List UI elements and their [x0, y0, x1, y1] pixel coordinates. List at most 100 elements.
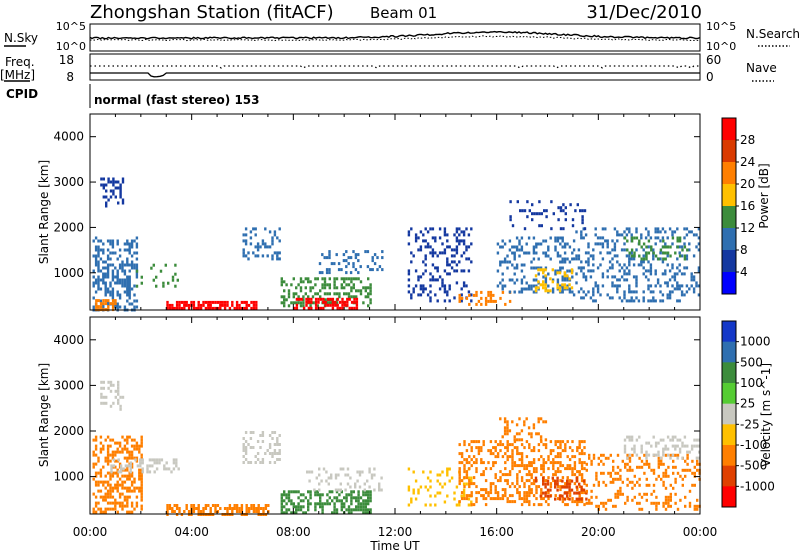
heatmap-cell	[254, 455, 257, 458]
heatmap-cell	[499, 263, 502, 267]
heatmap-cell	[407, 284, 411, 288]
heatmap-cell	[532, 248, 536, 252]
heatmap-cell	[355, 297, 359, 301]
heatmap-cell	[245, 507, 248, 510]
heatmap-cell	[566, 286, 569, 290]
heatmap-cell	[542, 470, 545, 474]
heatmap-cell	[659, 438, 663, 442]
heatmap-cell	[482, 470, 485, 474]
heatmap-cell	[254, 227, 257, 231]
heatmap-cell	[601, 272, 605, 276]
heatmap-cell	[606, 245, 609, 249]
heatmap-cell	[121, 447, 124, 451]
heatmap-cell	[244, 233, 248, 237]
heatmap-cell	[647, 260, 650, 264]
heatmap-cell	[655, 507, 658, 511]
heatmap-cell	[547, 245, 550, 249]
heatmap-cell	[686, 450, 689, 454]
heatmap-cell	[640, 447, 643, 451]
heatmap-cell	[533, 212, 536, 216]
heatmap-cell	[335, 508, 339, 512]
heatmap-cell	[118, 263, 122, 267]
heatmap-cell	[309, 286, 312, 290]
heatmap-cell	[116, 447, 119, 451]
heatmap-cell	[97, 263, 100, 267]
heatmap-cell	[678, 269, 681, 273]
heatmap-cell	[616, 495, 620, 499]
heatmap-cell	[590, 489, 593, 493]
heatmap-cell	[506, 429, 509, 433]
heatmap-cell	[660, 462, 663, 466]
heatmap-cell	[319, 295, 322, 299]
heatmap-cell	[458, 482, 461, 486]
heatmap-cell	[465, 497, 469, 501]
heatmap-cell	[133, 489, 136, 493]
heatmap-cell	[381, 250, 384, 254]
heatmap-cell	[532, 446, 536, 450]
heatmap-cell	[338, 295, 341, 299]
heatmap-cell	[118, 266, 122, 270]
heatmap-cell	[458, 299, 461, 303]
heatmap-cell	[310, 297, 313, 301]
heatmap-cell	[363, 482, 366, 486]
heatmap-cell	[559, 488, 562, 492]
heatmap-cell	[318, 271, 322, 275]
heatmap-cell	[556, 236, 560, 240]
freq-trace	[90, 72, 700, 78]
heatmap-cell	[207, 504, 210, 507]
heatmap-cell	[623, 290, 626, 294]
heatmap-cell	[628, 251, 631, 255]
heatmap-cell	[104, 287, 107, 291]
heatmap-cell	[273, 233, 277, 237]
heatmap-cell	[109, 281, 112, 285]
heatmap-cell	[674, 444, 677, 448]
heatmap-cell	[630, 251, 633, 255]
heatmap-cell	[480, 461, 483, 465]
heatmap-cell	[661, 236, 665, 240]
heatmap-cell	[109, 492, 112, 496]
heatmap-cell	[141, 470, 144, 474]
heatmap-cell	[489, 299, 493, 303]
heatmap-cell	[695, 438, 699, 442]
heatmap-cell	[568, 497, 571, 501]
nsearch-trace	[89, 35, 701, 42]
heatmap-cell	[97, 305, 100, 309]
heatmap-cell	[562, 227, 565, 231]
heatmap-cell	[345, 277, 348, 281]
heatmap-cell	[109, 239, 112, 243]
heatmap-cell	[513, 435, 516, 439]
heatmap-cell	[262, 510, 265, 513]
heatmap-cell	[126, 438, 129, 442]
heatmap-cell	[535, 497, 538, 501]
heatmap-cell	[695, 284, 698, 288]
heatmap-cell	[489, 290, 493, 294]
heatmap-cell	[367, 292, 370, 296]
heatmap-cell	[443, 227, 447, 231]
heatmap-cell	[347, 508, 351, 512]
heatmap-cell	[511, 500, 514, 504]
heatmap-cell	[523, 500, 526, 504]
heatmap-cell	[561, 500, 565, 504]
heatmap-cell	[554, 482, 557, 486]
heatmap-cell	[292, 301, 295, 305]
heatmap-cell	[109, 251, 112, 255]
heatmap-cell	[580, 485, 583, 489]
heatmap-cell	[106, 483, 110, 487]
heatmap-cell	[564, 206, 567, 210]
heatmap-cell	[480, 488, 483, 492]
heatmap-cell	[609, 480, 612, 484]
heatmap-cell	[460, 494, 463, 498]
heatmap-cell	[535, 467, 538, 471]
heatmap-cell	[292, 502, 295, 506]
heatmap-cell	[566, 464, 569, 468]
heatmap-cell	[130, 462, 134, 466]
heatmap-cell	[376, 268, 379, 272]
heatmap-cell	[426, 293, 430, 297]
heatmap-cell	[683, 435, 687, 439]
heatmap-cell	[410, 497, 413, 501]
heatmap-cell	[109, 284, 112, 288]
heatmap-cell	[106, 450, 110, 454]
heatmap-cell	[645, 450, 648, 454]
power-ylabel: Slant Range [km]	[37, 160, 51, 264]
heatmap-cell	[566, 278, 569, 282]
